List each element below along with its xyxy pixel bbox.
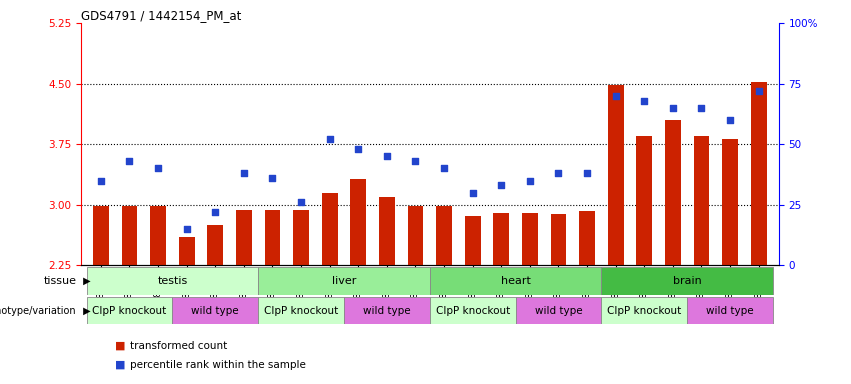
Bar xyxy=(258,267,430,295)
Bar xyxy=(494,213,509,265)
Bar xyxy=(173,297,258,324)
Point xyxy=(608,93,622,99)
Bar xyxy=(637,136,652,265)
Point xyxy=(351,146,365,152)
Text: ■: ■ xyxy=(115,360,125,370)
Text: transformed count: transformed count xyxy=(130,341,227,351)
Text: genotype/variation: genotype/variation xyxy=(0,306,77,316)
Text: testis: testis xyxy=(157,276,187,286)
Text: GDS4791 / 1442154_PM_at: GDS4791 / 1442154_PM_at xyxy=(81,9,241,22)
Point xyxy=(237,170,251,176)
Text: ▶: ▶ xyxy=(80,276,90,286)
Text: wild type: wild type xyxy=(706,306,754,316)
Bar xyxy=(522,213,538,265)
Bar xyxy=(150,206,166,265)
Bar xyxy=(465,216,481,265)
Bar xyxy=(694,136,710,265)
Text: ClpP knockout: ClpP knockout xyxy=(264,306,338,316)
Bar xyxy=(93,206,109,265)
Text: tissue: tissue xyxy=(43,276,77,286)
Point xyxy=(151,166,165,172)
Point xyxy=(551,170,565,176)
Point xyxy=(323,136,336,142)
Bar xyxy=(179,237,195,265)
Bar xyxy=(236,210,252,265)
Text: brain: brain xyxy=(673,276,701,286)
Point xyxy=(123,158,136,164)
Text: ClpP knockout: ClpP knockout xyxy=(93,306,167,316)
Point xyxy=(580,170,594,176)
Bar xyxy=(87,267,258,295)
Bar xyxy=(516,297,602,324)
Point xyxy=(494,182,508,189)
Bar xyxy=(408,206,423,265)
Point xyxy=(208,209,222,215)
Text: percentile rank within the sample: percentile rank within the sample xyxy=(130,360,306,370)
Bar xyxy=(122,206,137,265)
Bar xyxy=(722,139,738,265)
Bar xyxy=(379,197,395,265)
Bar xyxy=(437,206,452,265)
Bar xyxy=(344,297,430,324)
Point xyxy=(380,153,394,159)
Bar xyxy=(294,210,309,265)
Text: ClpP knockout: ClpP knockout xyxy=(607,306,682,316)
Point xyxy=(751,88,765,94)
Point xyxy=(437,166,451,172)
Bar xyxy=(602,267,773,295)
Text: liver: liver xyxy=(332,276,357,286)
Point xyxy=(266,175,279,181)
Bar xyxy=(322,193,338,265)
Text: wild type: wild type xyxy=(363,306,411,316)
Bar xyxy=(87,297,173,324)
Point xyxy=(180,226,193,232)
Point xyxy=(465,190,479,196)
Text: heart: heart xyxy=(500,276,530,286)
Point xyxy=(294,199,308,205)
Bar xyxy=(665,120,681,265)
Bar xyxy=(751,82,767,265)
Point xyxy=(637,98,651,104)
Bar xyxy=(608,85,624,265)
Bar xyxy=(351,179,366,265)
Text: wild type: wild type xyxy=(191,306,239,316)
Text: ■: ■ xyxy=(115,341,125,351)
Point xyxy=(408,158,422,164)
Bar xyxy=(430,297,516,324)
Bar xyxy=(687,297,773,324)
Text: wild type: wild type xyxy=(534,306,582,316)
Bar xyxy=(602,297,687,324)
Point xyxy=(523,177,537,184)
Point xyxy=(694,105,708,111)
Bar xyxy=(580,211,595,265)
Bar xyxy=(208,225,223,265)
Point xyxy=(94,177,108,184)
Bar xyxy=(258,297,344,324)
Text: ▶: ▶ xyxy=(80,306,90,316)
Bar xyxy=(551,214,566,265)
Bar xyxy=(265,210,280,265)
Bar xyxy=(430,267,602,295)
Point xyxy=(666,105,680,111)
Point xyxy=(723,117,737,123)
Text: ClpP knockout: ClpP knockout xyxy=(436,306,510,316)
